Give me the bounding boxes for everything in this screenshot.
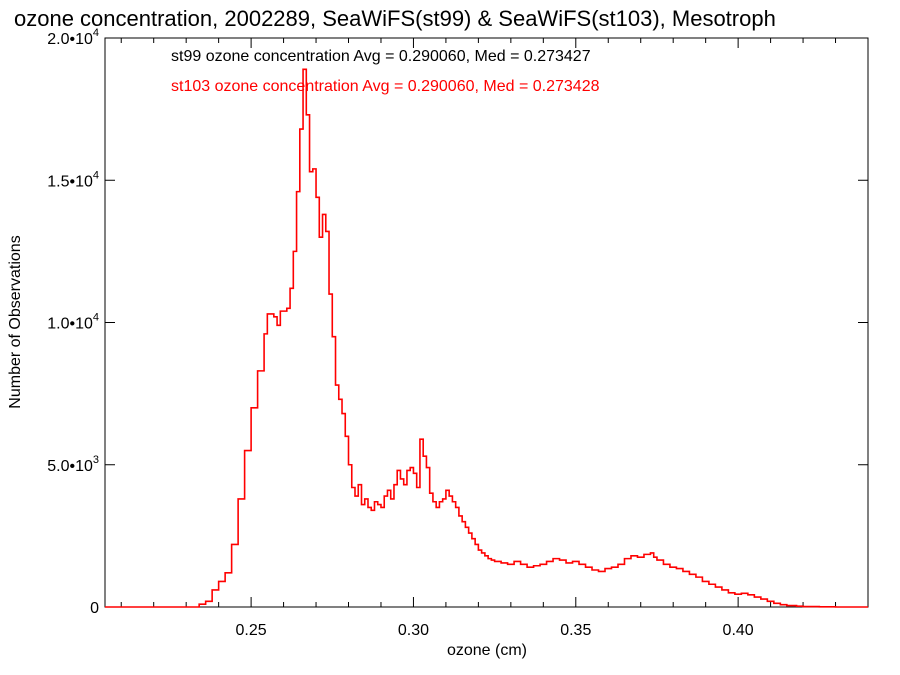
x-tick-label: 0.35: [560, 622, 591, 639]
chart-title: ozone concentration, 2002289, SeaWiFS(st…: [14, 6, 776, 31]
y-axis-label: Number of Observations: [7, 235, 24, 408]
x-axis-ticks: 0.25 0.30 0.35 0.40: [120, 38, 869, 639]
plot-frame: [104, 37, 869, 608]
y-tick-mantissa: 1.0•10: [47, 316, 93, 333]
y-tick-label: 2.0•104: [47, 27, 99, 48]
series-line-0: [105, 68, 868, 608]
series-group: [105, 68, 868, 608]
x-tick-label: 0.40: [723, 622, 754, 639]
y-tick-label: 0: [90, 600, 99, 617]
annotations: st99 ozone concentration Avg = 0.290060,…: [171, 48, 600, 95]
y-tick-label: 1.0•104: [47, 312, 99, 333]
y-tick-exponent: 4: [93, 169, 99, 181]
x-axis-label: ozone (cm): [447, 642, 527, 659]
annotation-line: st99 ozone concentration Avg = 0.290060,…: [171, 48, 591, 65]
y-tick-exponent: 4: [93, 312, 99, 324]
y-tick-label: 5.0•103: [47, 454, 99, 475]
y-tick-mantissa: 0: [90, 600, 99, 617]
annotation-line: st103 ozone concentration Avg = 0.290060…: [171, 78, 600, 95]
y-tick-mantissa: 2.0•10: [47, 31, 93, 48]
x-tick-label: 0.30: [398, 622, 429, 639]
y-tick-mantissa: 5.0•10: [47, 458, 93, 475]
y-tick-exponent: 3: [93, 454, 99, 466]
x-tick-label: 0.25: [236, 622, 267, 639]
y-tick-mantissa: 1.5•10: [47, 173, 93, 190]
y-tick-label: 1.5•104: [47, 169, 99, 190]
y-tick-exponent: 4: [93, 27, 99, 39]
